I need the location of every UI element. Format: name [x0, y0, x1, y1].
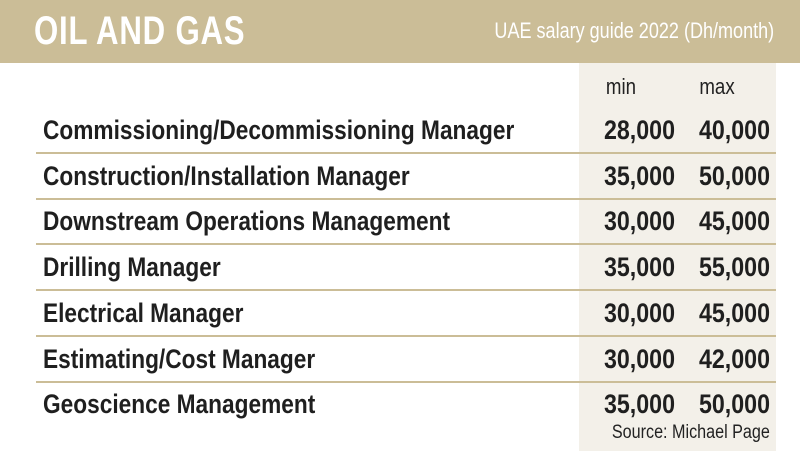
- job-title-label: Drilling Manager: [43, 252, 221, 282]
- table-row: Estimating/Cost Manager 30,000 42,000: [0, 337, 800, 382]
- salary-min-value: 30,000: [603, 206, 675, 236]
- header-bar: OIL AND GAS UAE salary guide 2022 (Dh/mo…: [0, 0, 800, 63]
- table-row: Electrical Manager 30,000 45,000: [0, 291, 800, 336]
- table-row: Drilling Manager 35,000 55,000: [0, 245, 800, 290]
- row-divider: [36, 381, 776, 383]
- job-title-label: Estimating/Cost Manager: [43, 344, 316, 374]
- row-divider: [36, 243, 776, 245]
- salary-max-value: 55,000: [698, 252, 770, 282]
- value-column-background: [579, 63, 776, 451]
- salary-max-value: 50,000: [698, 389, 770, 419]
- table-row: Construction/Installation Manager 35,000 5…: [0, 154, 800, 199]
- column-header-max: max: [699, 74, 735, 99]
- table-row: Geoscience Management 35,000 50,000: [0, 382, 800, 427]
- table-row: Commissioning/Decommissioning Manager 28,…: [0, 108, 800, 153]
- job-title-label: Geoscience Management: [43, 389, 316, 419]
- salary-min-value: 30,000: [603, 344, 675, 374]
- salary-max-value: 45,000: [698, 298, 770, 328]
- page-title: OIL AND GAS: [34, 9, 246, 53]
- salary-max-value: 50,000: [698, 161, 770, 191]
- job-title-label: Construction/Installation Manager: [43, 161, 410, 191]
- source-note: Source: Michael Page: [611, 422, 770, 443]
- job-title-label: Electrical Manager: [43, 298, 244, 328]
- salary-min-value: 30,000: [603, 298, 675, 328]
- table-row: Downstream Operations Management 30,000 45…: [0, 199, 800, 244]
- salary-min-value: 28,000: [603, 115, 675, 145]
- row-divider: [36, 289, 776, 291]
- page-subtitle: UAE salary guide 2022 (Dh/month): [494, 18, 774, 43]
- job-title-label: Commissioning/Decommissioning Manager: [43, 115, 515, 145]
- column-header-min: min: [605, 74, 637, 99]
- salary-min-value: 35,000: [603, 161, 675, 191]
- salary-max-value: 45,000: [698, 206, 770, 236]
- salary-min-value: 35,000: [603, 252, 675, 282]
- salary-min-value: 35,000: [603, 389, 675, 419]
- salary-max-value: 42,000: [698, 344, 770, 374]
- row-divider: [36, 198, 776, 200]
- row-divider: [36, 152, 776, 154]
- job-title-label: Downstream Operations Management: [43, 206, 451, 236]
- salary-max-value: 40,000: [698, 115, 770, 145]
- row-divider: [36, 335, 776, 337]
